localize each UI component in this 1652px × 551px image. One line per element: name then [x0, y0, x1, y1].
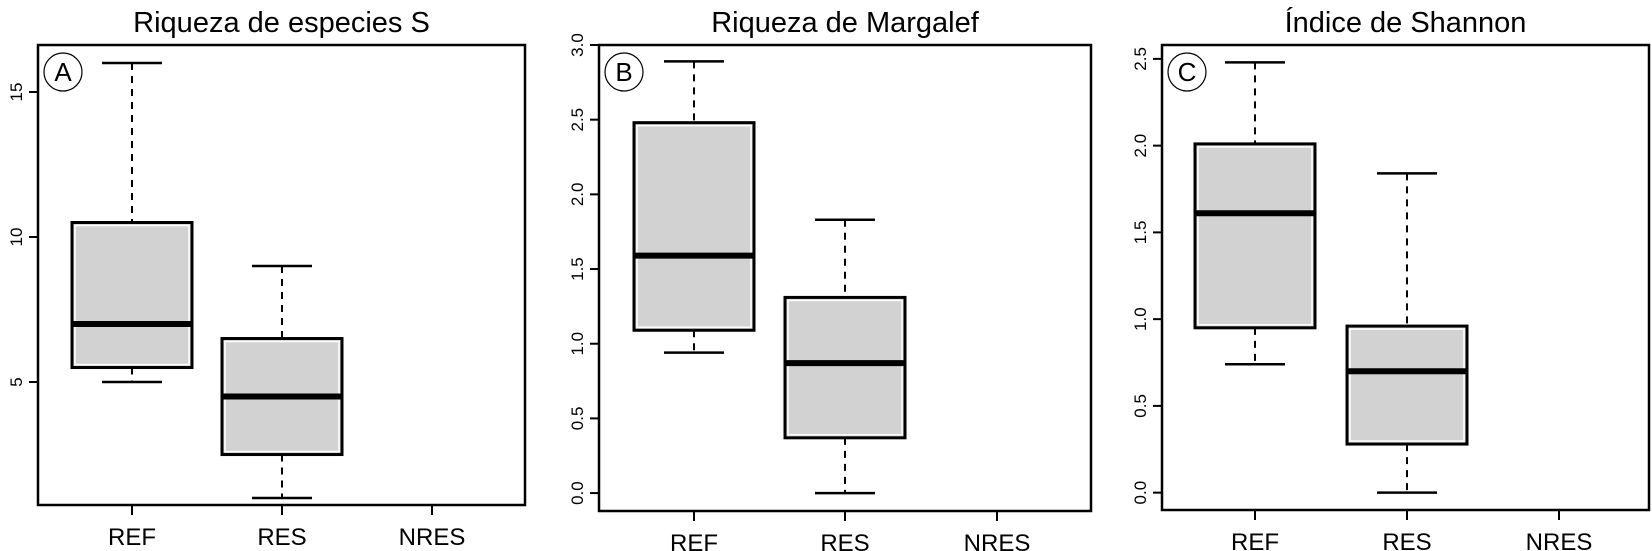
- iqr-box: [1345, 324, 1469, 446]
- panel-letter: B: [615, 57, 632, 87]
- panel-letter: A: [54, 57, 72, 87]
- iqr-box: [632, 121, 756, 332]
- box-res: [1345, 172, 1469, 494]
- y-tick-label: 0.0: [568, 481, 587, 505]
- box-inner-edge: [1197, 146, 1313, 326]
- x-tick-label: RES: [820, 530, 869, 551]
- y-tick-label: 10: [7, 228, 26, 247]
- box-inner-edge: [636, 124, 752, 329]
- y-tick-label: 0.5: [568, 407, 587, 431]
- x-tick-label: REF: [108, 524, 156, 551]
- x-tick-label: NRES: [399, 524, 466, 551]
- panel-a: Riqueza de especies S 5 10 15 REF RES NRES A: [7, 7, 527, 551]
- box-res: [783, 218, 907, 495]
- y-tick-label: 1.0: [568, 332, 587, 356]
- y-tick-label: 1.5: [1131, 221, 1150, 245]
- iqr-box: [70, 221, 194, 370]
- panel-b: Riqueza de Margalef 0.0 0.5 1.0 1.5 2.0 2.5 3.0…: [568, 7, 1093, 551]
- y-tick-label: 15: [7, 83, 26, 102]
- chart-title: Riqueza de Margalef: [711, 7, 980, 39]
- x-tick-label: NRES: [1526, 529, 1593, 551]
- plot-frame: [1160, 43, 1651, 512]
- iqr-box: [783, 295, 907, 440]
- x-tick-label: RES: [1382, 529, 1431, 551]
- y-tick-label: 0.5: [1131, 394, 1150, 418]
- y-tick-label: 2.5: [568, 108, 587, 132]
- box-ref: [1193, 61, 1317, 366]
- panel-letter-circle: [43, 52, 83, 92]
- y-tick-label: 2.5: [1131, 47, 1150, 71]
- y-tick-label: 1.0: [1131, 307, 1150, 331]
- box-inner-edge: [1349, 328, 1465, 442]
- y-tick-label: 1.5: [568, 257, 587, 281]
- y-tick-label: 2.0: [568, 183, 587, 207]
- x-tick-label: NRES: [964, 530, 1031, 551]
- panel-letter: C: [1178, 57, 1197, 87]
- chart-title: Riqueza de especies S: [133, 7, 430, 39]
- x-tick-label: REF: [670, 530, 718, 551]
- iqr-box: [1193, 142, 1317, 330]
- box-inner-edge: [74, 224, 190, 366]
- chart-title: Índice de Shannon: [1285, 6, 1527, 39]
- y-tick-label: 3.0: [568, 33, 587, 57]
- box-res: [220, 264, 344, 500]
- panel-c: Índice de Shannon 0.0 0.5 1.0 1.5 2.0 2.5 REF RE…: [1131, 6, 1651, 551]
- box-ref: [70, 61, 194, 384]
- box-ref: [632, 60, 756, 354]
- x-tick-label: RES: [257, 524, 306, 551]
- y-tick-label: 0.0: [1131, 481, 1150, 505]
- y-tick-label: 2.0: [1131, 134, 1150, 158]
- panel-letter-circle: [1167, 52, 1207, 92]
- panel-letter-circle: [604, 52, 644, 92]
- x-tick-label: REF: [1231, 529, 1279, 551]
- y-tick-label: 5: [7, 377, 26, 386]
- box-inner-edge: [787, 299, 903, 436]
